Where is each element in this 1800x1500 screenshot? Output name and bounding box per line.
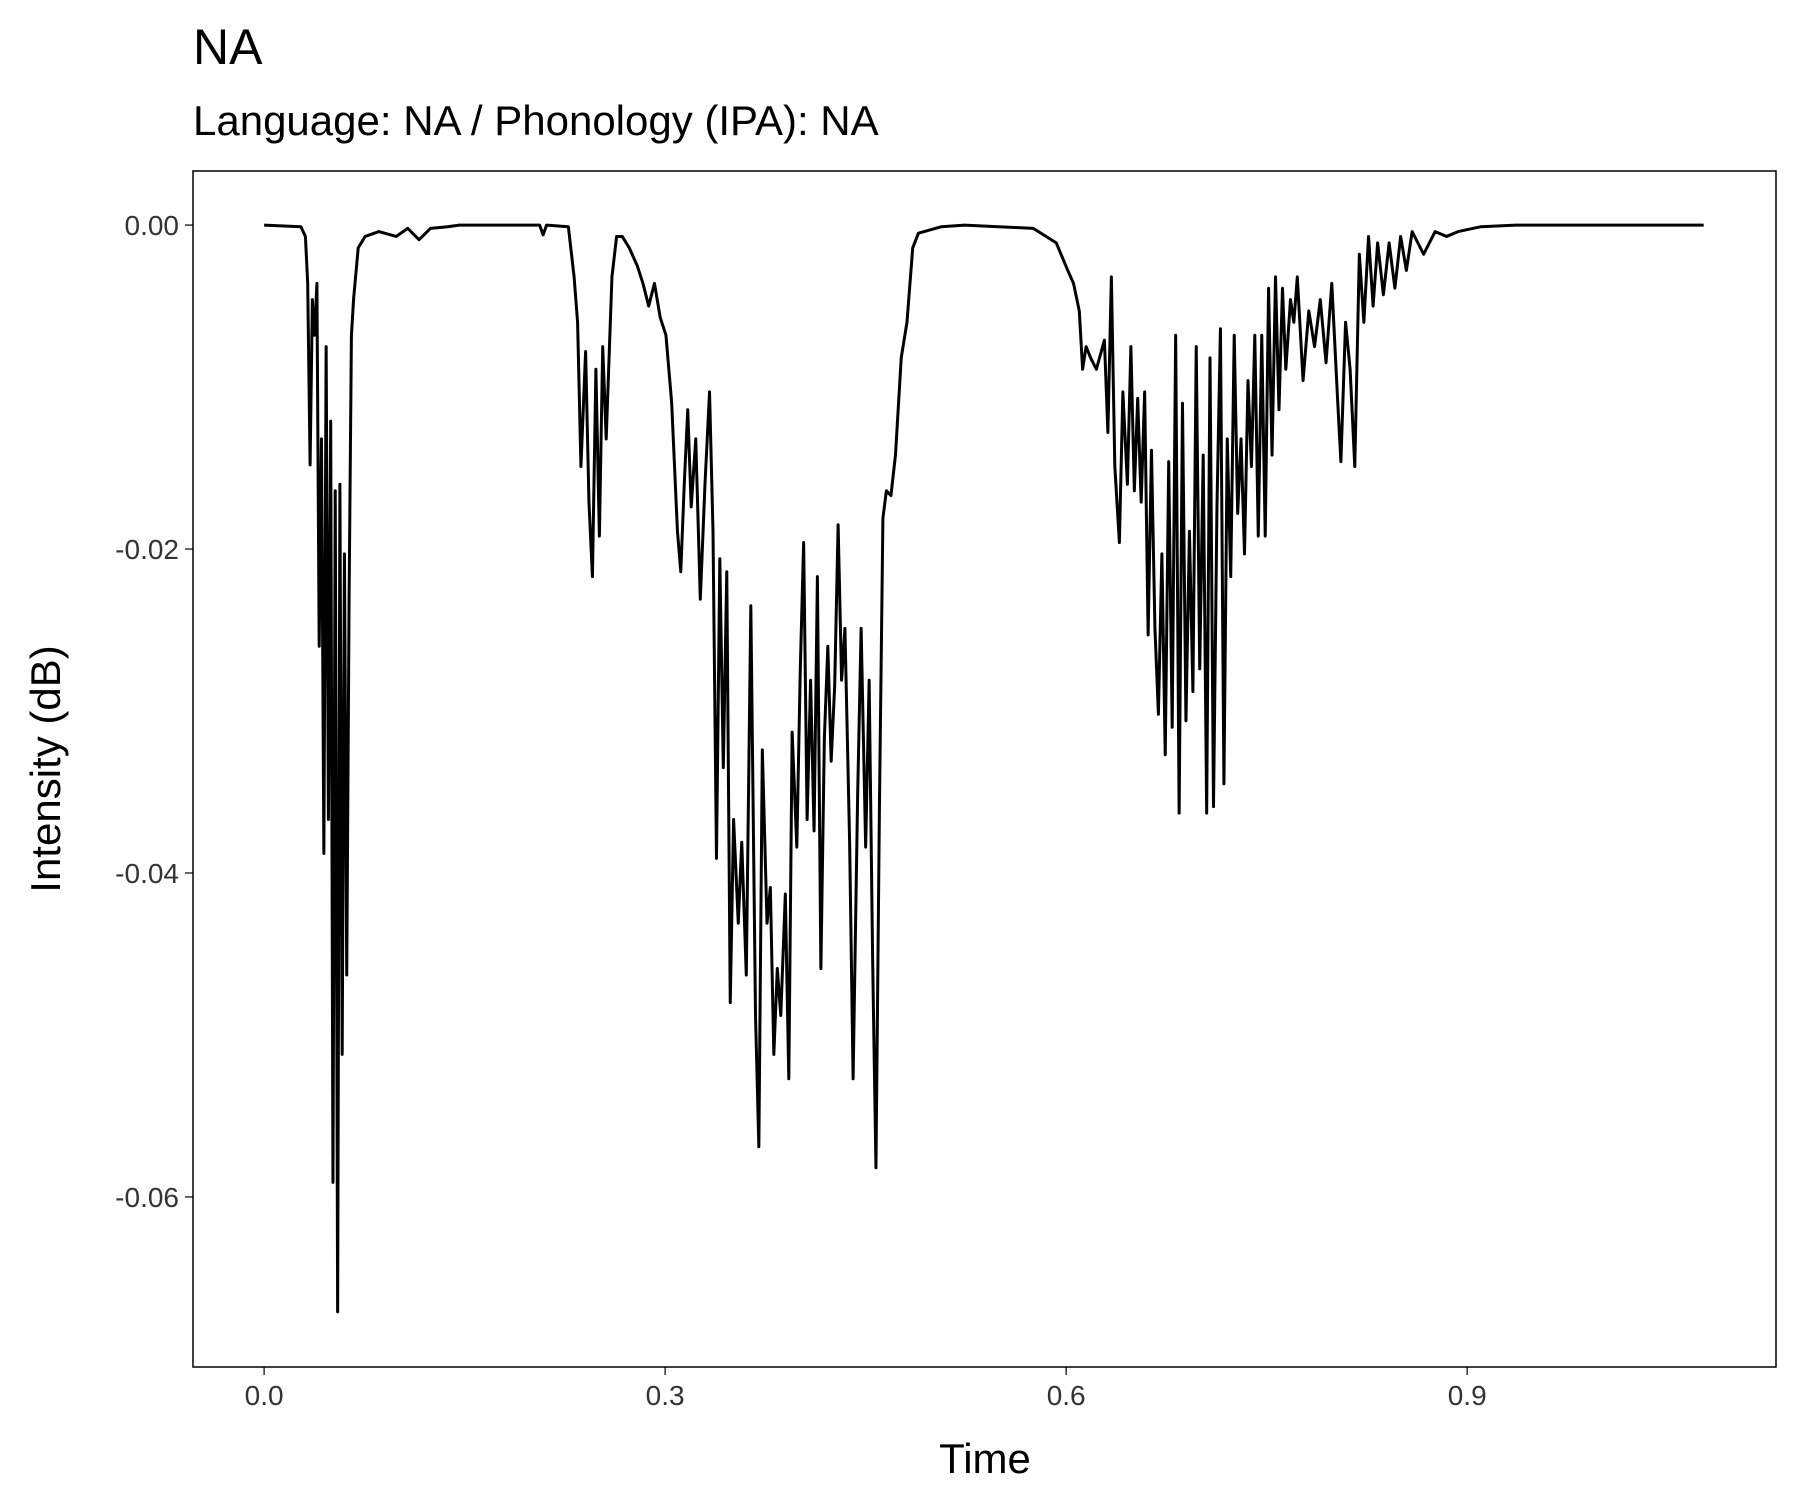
y-tick-label: -0.06 bbox=[115, 1182, 179, 1213]
x-axis-title: Time bbox=[939, 1435, 1031, 1482]
x-tick-label: 0.9 bbox=[1448, 1380, 1487, 1411]
chart-title: NA bbox=[193, 19, 263, 75]
x-tick-label: 0.3 bbox=[646, 1380, 685, 1411]
chart-subtitle: Language: NA / Phonology (IPA): NA bbox=[193, 97, 879, 144]
plot-border bbox=[192, 170, 1777, 1368]
y-tick-label: 0.00 bbox=[125, 210, 180, 241]
y-tick-label: -0.02 bbox=[115, 534, 179, 565]
x-tick-label: 0.0 bbox=[245, 1380, 284, 1411]
x-tick-label: 0.6 bbox=[1047, 1380, 1086, 1411]
y-tick-label: -0.04 bbox=[115, 858, 179, 889]
line bbox=[264, 223, 1704, 1314]
y-axis-title: Intensity (dB) bbox=[22, 645, 69, 892]
